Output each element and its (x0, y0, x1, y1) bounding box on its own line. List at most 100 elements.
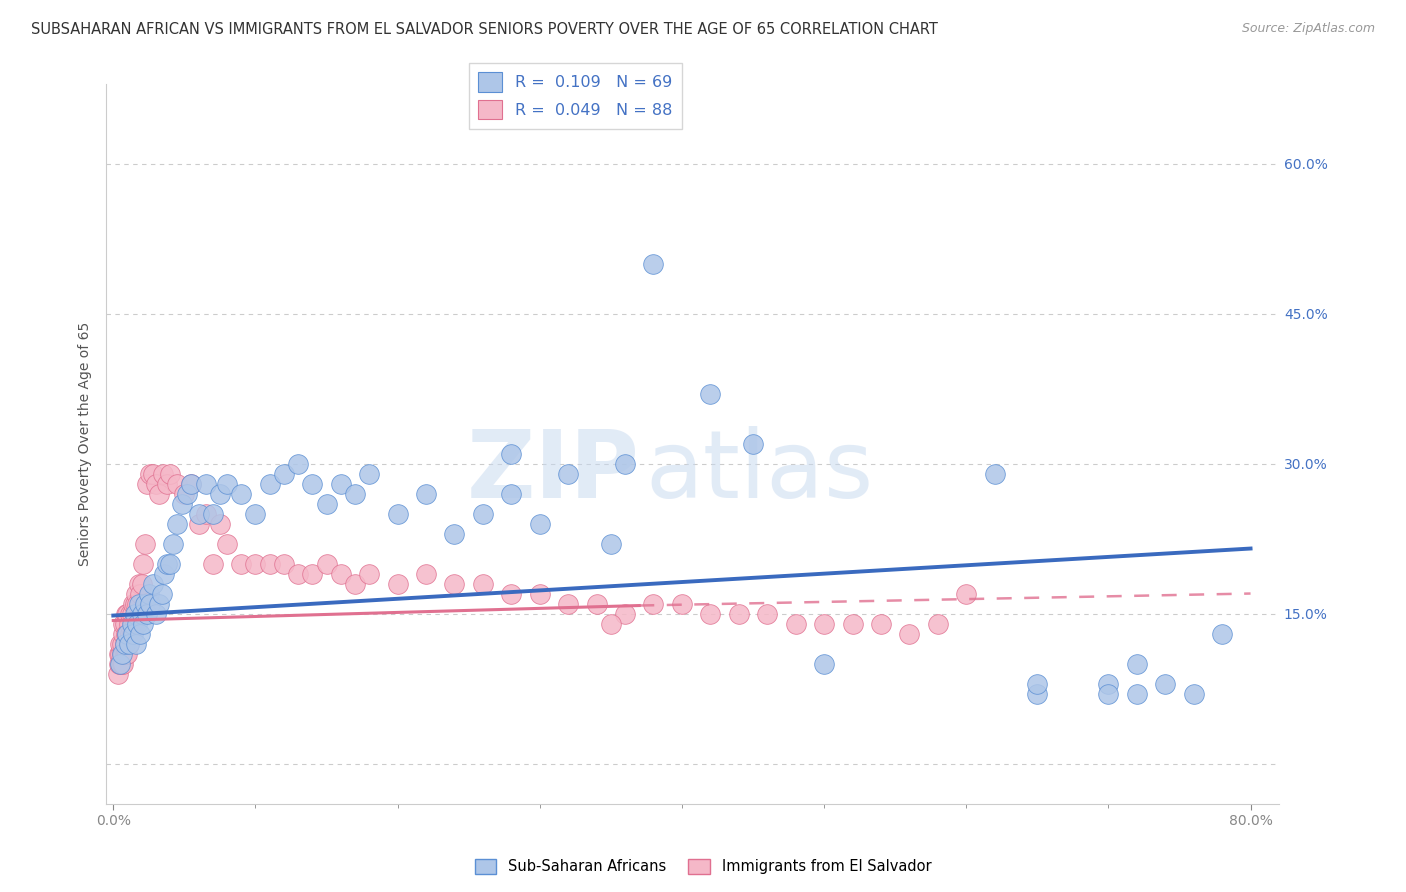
Point (343, 486, 366, 500)
Point (122, 597, 145, 611)
Point (110, 647, 132, 661)
Point (107, 666, 129, 681)
Point (231, 557, 253, 571)
Point (173, 486, 195, 500)
Point (176, 486, 198, 500)
Point (301, 476, 323, 491)
Point (529, 516, 551, 531)
Point (152, 467, 174, 481)
Point (756, 607, 779, 621)
Point (1154, 676, 1177, 690)
Point (166, 476, 188, 491)
Point (643, 256, 665, 270)
Point (585, 597, 607, 611)
Point (699, 386, 721, 401)
Point (742, 436, 765, 450)
Point (259, 476, 281, 491)
Point (599, 616, 621, 631)
Point (162, 536, 184, 550)
Point (187, 507, 209, 521)
Point (118, 616, 141, 631)
Point (927, 616, 949, 631)
Point (1026, 676, 1049, 690)
Point (108, 647, 131, 661)
Point (273, 467, 295, 481)
Point (301, 566, 323, 581)
Point (148, 597, 170, 611)
Point (111, 636, 134, 650)
Point (112, 647, 135, 661)
Point (111, 647, 134, 661)
Point (142, 576, 165, 591)
Point (156, 557, 179, 571)
Point (194, 507, 217, 521)
Point (329, 476, 352, 491)
Point (614, 457, 637, 471)
Point (813, 657, 835, 671)
Point (699, 607, 721, 621)
Point (136, 476, 159, 491)
Point (139, 597, 162, 611)
Point (529, 586, 551, 600)
Point (110, 657, 132, 671)
Point (145, 476, 167, 491)
Point (125, 636, 148, 650)
Point (129, 626, 152, 640)
Point (359, 566, 381, 581)
Point (443, 576, 465, 591)
Text: atlas: atlas (645, 426, 875, 518)
Point (643, 597, 665, 611)
Point (1182, 686, 1205, 700)
Point (614, 607, 637, 621)
Point (1126, 686, 1149, 700)
Point (201, 507, 224, 521)
Point (501, 486, 523, 500)
Point (245, 557, 267, 571)
Point (215, 476, 238, 491)
Point (108, 657, 131, 671)
Point (132, 616, 155, 631)
Point (117, 647, 139, 661)
Point (132, 557, 155, 571)
Point (187, 516, 209, 531)
Point (115, 607, 138, 621)
Point (501, 446, 523, 460)
Point (112, 616, 135, 631)
Point (114, 636, 136, 650)
Point (1211, 626, 1233, 640)
Point (125, 586, 148, 600)
Point (120, 626, 142, 640)
Point (387, 507, 409, 521)
Point (117, 626, 139, 640)
Point (898, 626, 921, 640)
Point (501, 586, 523, 600)
Point (131, 607, 153, 621)
Point (148, 486, 170, 500)
Point (359, 467, 381, 481)
Point (139, 467, 162, 481)
Point (121, 626, 143, 640)
Point (471, 576, 494, 591)
Point (127, 616, 149, 631)
Point (180, 476, 202, 491)
Point (983, 467, 1005, 481)
Point (118, 636, 141, 650)
Point (124, 607, 146, 621)
Point (114, 636, 136, 650)
Point (153, 566, 176, 581)
Point (128, 576, 150, 591)
Point (180, 476, 202, 491)
Point (287, 457, 309, 471)
Point (343, 576, 366, 591)
Point (785, 616, 807, 631)
Point (129, 586, 152, 600)
Point (1097, 676, 1119, 690)
Point (111, 657, 134, 671)
Point (1097, 686, 1119, 700)
Point (166, 516, 188, 531)
Point (159, 557, 181, 571)
Legend: Sub-Saharan Africans, Immigrants from El Salvador: Sub-Saharan Africans, Immigrants from El… (468, 853, 938, 880)
Point (557, 597, 579, 611)
Point (156, 476, 179, 491)
Point (115, 626, 138, 640)
